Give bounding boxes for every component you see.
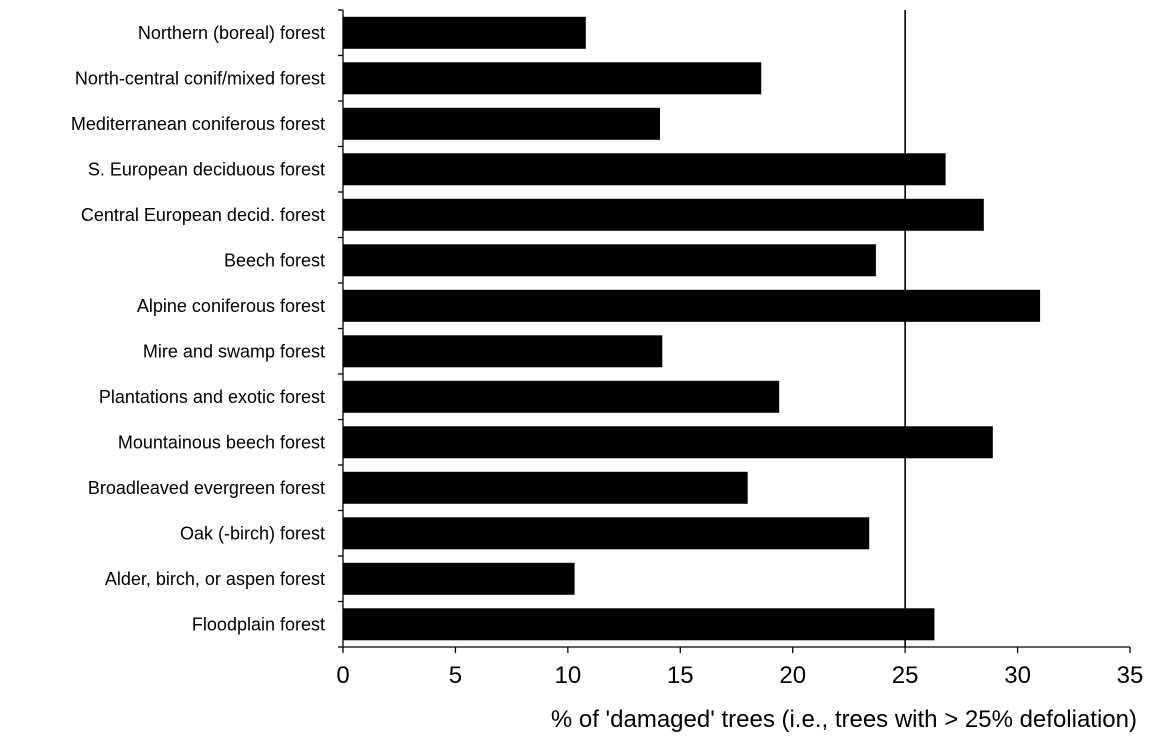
category-label: Oak (-birch) forest xyxy=(180,523,325,543)
x-tick-label: 25 xyxy=(892,662,919,689)
bar-9 xyxy=(343,380,780,413)
category-label: North-central conif/mixed forest xyxy=(75,68,325,88)
bar-2 xyxy=(343,62,762,95)
bar-7 xyxy=(343,289,1041,322)
category-label: Floodplain forest xyxy=(192,614,325,634)
category-label: Mediterranean coniferous forest xyxy=(71,114,325,134)
bar-3 xyxy=(343,107,660,140)
x-tick-label: 10 xyxy=(555,662,582,689)
bar-6 xyxy=(343,244,876,277)
category-label: S. European deciduous forest xyxy=(88,159,325,179)
category-label: Central European decid. forest xyxy=(81,205,325,225)
category-label: Beech forest xyxy=(224,250,325,270)
category-label: Mire and swamp forest xyxy=(143,341,325,361)
x-axis-title: % of 'damaged' trees (i.e., trees with >… xyxy=(551,706,1137,733)
category-label: Mountainous beech forest xyxy=(118,432,325,452)
x-tick-label: 30 xyxy=(1004,662,1031,689)
category-label: Alder, birch, or aspen forest xyxy=(105,569,325,589)
x-tick-label: 0 xyxy=(336,662,349,689)
x-axis-ticks xyxy=(342,647,1131,653)
bar-5 xyxy=(343,198,984,231)
x-tick-label: 15 xyxy=(667,662,694,689)
category-label: Alpine coniferous forest xyxy=(137,296,325,316)
x-tick-label: 5 xyxy=(449,662,462,689)
bar-4 xyxy=(343,153,946,186)
x-tick-labels: 0 5 10 15 20 25 30 35 xyxy=(336,662,1143,689)
category-label: Broadleaved evergreen forest xyxy=(88,478,325,498)
category-labels: Northern (boreal) forest North-central co… xyxy=(71,23,325,635)
bars-group xyxy=(343,16,1041,641)
bar-11 xyxy=(343,471,748,504)
bar-1 xyxy=(343,16,586,49)
bar-12 xyxy=(343,517,870,550)
bar-13 xyxy=(343,562,575,595)
bar-14 xyxy=(343,608,935,641)
x-tick-label: 20 xyxy=(779,662,806,689)
category-label: Plantations and exotic forest xyxy=(99,387,325,407)
y-axis-ticks xyxy=(338,9,343,648)
bar-8 xyxy=(343,335,663,368)
bar-10 xyxy=(343,426,993,459)
category-label: Northern (boreal) forest xyxy=(138,23,325,43)
x-tick-label: 35 xyxy=(1117,662,1144,689)
